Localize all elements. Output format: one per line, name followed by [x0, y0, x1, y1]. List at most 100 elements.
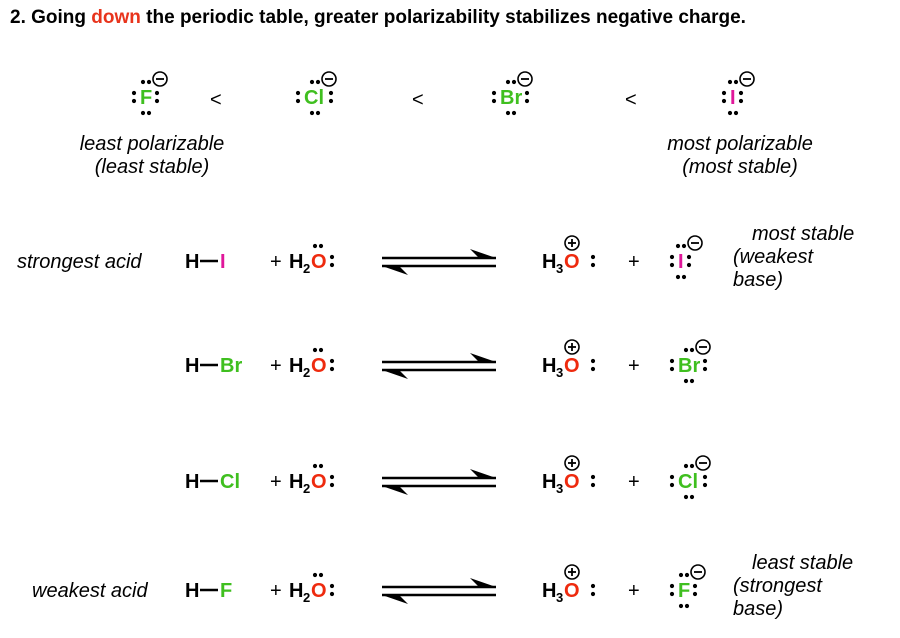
reaction-row: H Cl + + — [185, 471, 640, 493]
water-subscript: 2 — [303, 261, 310, 276]
acid-strength-label: strongest acid — [17, 251, 142, 273]
plus-sign: + — [270, 355, 282, 377]
water-oxygen: O — [311, 580, 327, 602]
negative-charge-icon — [695, 339, 711, 355]
negative-charge-icon — [517, 71, 533, 87]
lone-pair-dot — [692, 583, 698, 589]
conjugate-base-i: I — [669, 235, 703, 280]
lone-pair-dot — [669, 254, 675, 260]
lone-pair-dot — [329, 482, 335, 488]
lone-pair-dot — [684, 572, 690, 578]
lone-pair-dot — [733, 110, 739, 116]
lone-pair-dot — [146, 110, 152, 116]
lone-pair-dot — [681, 274, 687, 280]
water-hydrogen: H — [289, 355, 303, 377]
lone-pair-dot — [318, 572, 324, 578]
halogen-symbol: Cl — [678, 471, 698, 493]
charge-circle — [152, 71, 168, 87]
lone-pair-dot — [491, 98, 497, 104]
hydronium-subscript: 3 — [556, 365, 563, 380]
lone-pair-dot — [678, 572, 684, 578]
lone-pair-dot — [669, 262, 675, 268]
lone-pair-dot — [140, 79, 146, 85]
lone-pair-dot — [318, 243, 324, 249]
charge-circle — [564, 564, 580, 580]
base-stability-label: (weakest — [733, 246, 814, 268]
title-suffix: the periodic table, greater polarizabili… — [140, 7, 746, 28]
lone-pair-dot — [689, 494, 695, 500]
lone-pair-dot — [329, 254, 335, 260]
lone-pair-dot — [131, 98, 137, 104]
equilibrium-arrows-icon — [382, 249, 496, 275]
lone-pair-dot — [738, 90, 744, 96]
water-subscript: 2 — [303, 365, 310, 380]
less-than-sign-1: < — [210, 89, 222, 111]
less-than-sign-3: < — [625, 89, 637, 111]
lone-pair-dot — [727, 110, 733, 116]
page-title: 2. Going down the periodic table, greate… — [10, 7, 746, 29]
negative-charge-icon — [739, 71, 755, 87]
lone-pair-dot — [702, 474, 708, 480]
less-than-sign-2: < — [412, 89, 424, 111]
lone-pair-dot — [669, 366, 675, 372]
lone-pair-dot — [505, 110, 511, 116]
negative-charge-icon — [687, 235, 703, 251]
lone-pair-dot — [590, 474, 596, 480]
halogen-symbol: Br — [678, 355, 700, 377]
base-stability-label: base) — [733, 269, 783, 291]
hydronium-hydrogen: H — [542, 471, 556, 493]
lone-pair-dot — [131, 90, 137, 96]
charge-circle — [739, 71, 755, 87]
lone-pair-dot — [154, 90, 160, 96]
reaction-row: H Br + + — [185, 355, 640, 377]
hydronium-oxygen: O — [564, 251, 580, 273]
lone-pair-dot — [669, 482, 675, 488]
lone-pair-dot — [491, 90, 497, 96]
forward-arrowhead — [470, 469, 496, 478]
lone-pair-dot — [702, 358, 708, 364]
lone-pair-dot — [318, 463, 324, 469]
lone-pair-dot — [669, 474, 675, 480]
charge-circle — [687, 235, 703, 251]
acid-halogen: Br — [220, 355, 242, 377]
lone-pair-dot — [669, 358, 675, 364]
base-stability-label: least stable — [752, 552, 853, 574]
lone-pair-dot — [590, 482, 596, 488]
hydronium-oxygen: O — [564, 355, 580, 377]
lone-pair-dot — [684, 603, 690, 609]
lone-pair-dot — [146, 79, 152, 85]
acid-halogen: Cl — [220, 471, 240, 493]
title-prefix: 2. Going — [10, 7, 92, 28]
lone-pair-dot — [329, 583, 335, 589]
lone-pair-dot — [329, 591, 335, 597]
negative-charge-icon — [695, 455, 711, 471]
anion-i: I — [721, 71, 755, 116]
halogen-symbol: F — [140, 87, 152, 109]
lone-pair-dot — [733, 79, 739, 85]
water-oxygen: O — [311, 355, 327, 377]
lone-pair-dot — [686, 262, 692, 268]
water-hydrogen: H — [289, 471, 303, 493]
lone-pair-dot — [315, 79, 321, 85]
lone-pair-dot — [683, 378, 689, 384]
left-caption-line: least polarizable — [80, 133, 225, 155]
lone-pair-dot — [590, 591, 596, 597]
hydronium-subscript: 3 — [556, 261, 563, 276]
forward-arrowhead — [470, 353, 496, 362]
lone-pair-dot — [689, 378, 695, 384]
acid-hydrogen: H — [185, 471, 199, 493]
lone-pair-dot — [329, 474, 335, 480]
acid-hydrogen: H — [185, 580, 199, 602]
equilibrium-arrows-icon — [382, 469, 496, 495]
lone-pair-dot — [312, 243, 318, 249]
hydronium-subscript: 3 — [556, 590, 563, 605]
lone-pair-dot — [309, 110, 315, 116]
hydronium-oxygen: O — [564, 471, 580, 493]
acid-hydrogen: H — [185, 251, 199, 273]
lone-pair-dot — [683, 463, 689, 469]
plus-sign: + — [270, 251, 282, 273]
lone-pair-dot — [590, 583, 596, 589]
